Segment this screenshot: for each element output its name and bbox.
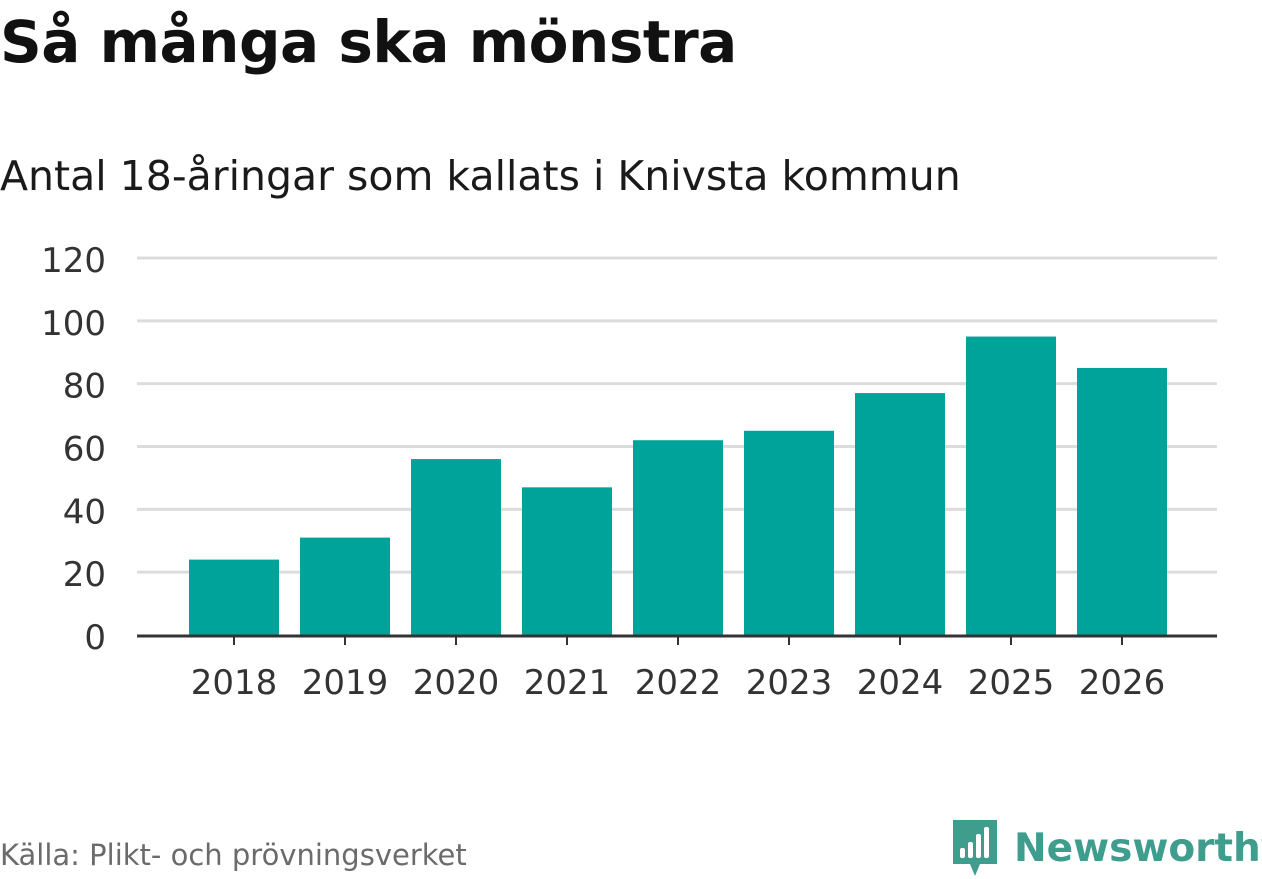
x-tick-label: 2023	[746, 663, 833, 703]
x-tick-label: 2019	[302, 663, 389, 703]
y-tick-label: 60	[63, 430, 106, 470]
bar-2023	[744, 430, 834, 635]
logo-text: Newsworthy	[1014, 825, 1262, 871]
chart-subtitle: Antal 18-åringar som kallats i Knivsta k…	[0, 152, 961, 200]
bars	[189, 336, 1167, 635]
newsworthy-bar-chart-icon	[953, 820, 997, 876]
bar-2021	[522, 487, 612, 635]
bar-2022	[633, 440, 723, 635]
y-tick-label: 0	[84, 618, 106, 658]
bar-chart: 0 20 40 60 80 100 120 2018 2019 2020 2021 2022 2023…	[41, 241, 1217, 703]
x-tick-label: 2021	[524, 663, 611, 703]
y-tick-label: 40	[63, 492, 106, 532]
newsworthy-logo[interactable]: Newsworthy	[950, 818, 1262, 878]
x-tick-label: 2025	[968, 663, 1055, 703]
bar-2024	[855, 393, 945, 635]
bar-2026	[1077, 367, 1167, 635]
source-note: Källa: Plikt- och prövningsverket	[0, 838, 467, 872]
y-tick-label: 100	[41, 304, 106, 344]
bar-2019	[300, 537, 390, 635]
bar-2025	[966, 336, 1056, 635]
y-tick-label: 20	[63, 555, 106, 595]
x-tick-label: 2026	[1079, 663, 1166, 703]
x-axis	[137, 634, 1217, 645]
y-axis-tick-labels: 0 20 40 60 80 100 120	[41, 241, 106, 658]
x-tick-label: 2022	[635, 663, 722, 703]
bar-2020	[411, 459, 501, 635]
chart-title: Så många ska mönstra	[0, 8, 737, 76]
x-tick-label: 2018	[191, 663, 278, 703]
y-tick-label: 120	[41, 241, 106, 281]
bar-2018	[189, 559, 279, 635]
y-tick-label: 80	[63, 367, 106, 407]
x-tick-label: 2024	[857, 663, 944, 703]
x-tick-label: 2020	[413, 663, 500, 703]
x-axis-tick-labels: 2018 2019 2020 2021 2022 2023 2024 2025 2026	[191, 663, 1166, 703]
